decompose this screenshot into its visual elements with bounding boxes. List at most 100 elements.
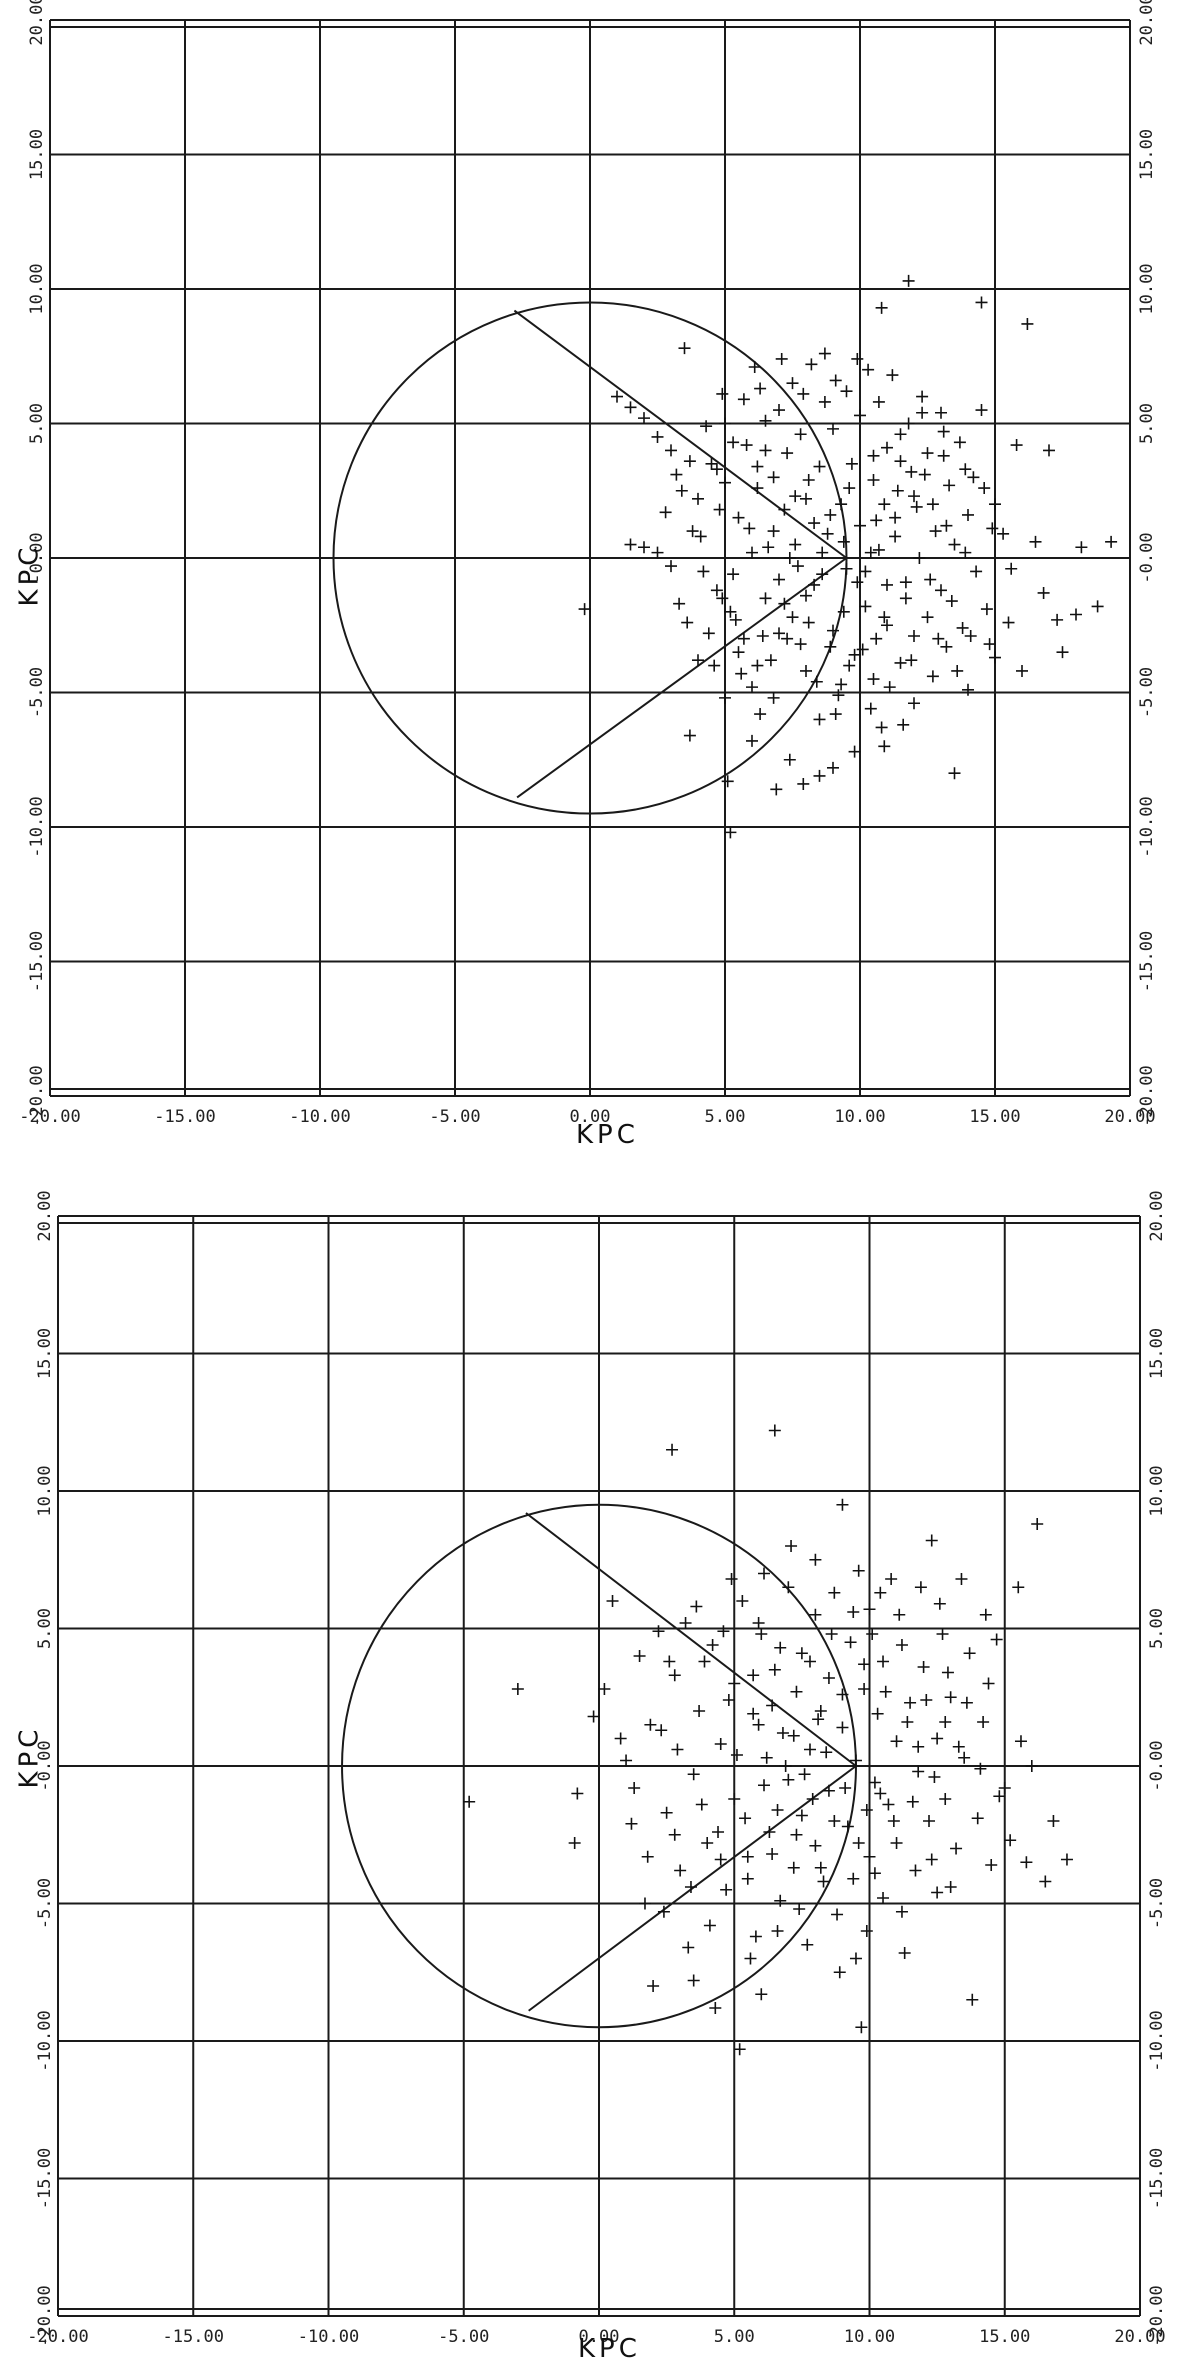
data-point [794, 428, 807, 441]
data-point [733, 2043, 746, 2056]
data-point [692, 654, 704, 667]
data-point [940, 519, 953, 532]
data-point [859, 600, 872, 613]
y-tick-label-right: 5.00 [1137, 403, 1157, 444]
data-point [809, 1608, 822, 1621]
data-point [1021, 317, 1034, 330]
data-point [902, 417, 915, 430]
data-point [700, 420, 713, 433]
data-point [783, 552, 796, 564]
data-point [832, 689, 845, 702]
data-point [908, 630, 920, 643]
data-point [818, 395, 831, 408]
data-point [933, 1597, 946, 1610]
data-point [962, 683, 974, 696]
data-point [790, 1685, 803, 1698]
data-point [786, 611, 799, 624]
data-point [684, 1881, 697, 1893]
data-point [1075, 541, 1088, 554]
data-point [801, 1938, 814, 1951]
data-point [877, 1655, 890, 1668]
data-point [725, 1573, 738, 1585]
data-point [944, 1881, 957, 1893]
data-point [829, 708, 842, 721]
x-tick-label: -15.00 [163, 2327, 224, 2347]
data-point [840, 562, 853, 575]
wedge-line [516, 557, 848, 799]
data-point [1010, 439, 1023, 452]
data-point [752, 1718, 765, 1731]
data-point [511, 1683, 524, 1695]
data-point [852, 1564, 865, 1577]
data-point [1047, 1815, 1060, 1827]
data-point [835, 498, 848, 511]
data-point [931, 1886, 944, 1899]
data-point [897, 718, 910, 731]
data-point [1014, 1735, 1027, 1748]
y-tick-label-left: -0.00 [35, 1740, 55, 1791]
data-point [668, 1828, 681, 1841]
data-point [967, 471, 980, 484]
y-tick-label-right: 20.00 [1147, 1190, 1167, 1241]
data-point [668, 1669, 681, 1682]
data-point [798, 1768, 811, 1781]
data-point [980, 603, 993, 616]
data-point [810, 675, 823, 688]
data-point [763, 1826, 776, 1838]
data-point [809, 1839, 822, 1852]
data-point [993, 1790, 1006, 1803]
data-point [932, 632, 945, 645]
data-point [848, 745, 861, 758]
data-point [737, 393, 750, 406]
y-tick-label-left: -5.00 [35, 1878, 55, 1929]
data-point [935, 406, 947, 419]
data-point [824, 640, 837, 653]
data-point [828, 1815, 841, 1827]
data-point [773, 627, 785, 640]
data-point [802, 616, 815, 629]
data-point [764, 654, 777, 667]
y-tick-label-right: -0.00 [1147, 1740, 1167, 1791]
data-point [663, 1655, 676, 1668]
data-point [739, 1812, 752, 1825]
data-point [767, 471, 780, 484]
data-point [1060, 1853, 1073, 1866]
y-tick-label-left: -0.00 [27, 532, 47, 583]
data-point [716, 592, 729, 605]
data-point [925, 1853, 938, 1866]
data-point [694, 530, 707, 543]
data-point [867, 473, 880, 486]
data-point [701, 1837, 714, 1849]
data-point [889, 511, 902, 524]
data-point [843, 482, 856, 495]
data-point [881, 619, 893, 632]
x-tick-label: -15.00 [154, 1107, 215, 1127]
wedge-line [525, 1512, 857, 1767]
data-point [644, 1718, 657, 1731]
y-tick-label-right: -15.00 [1147, 2148, 1167, 2209]
data-point [803, 1743, 816, 1756]
data-point [805, 358, 818, 371]
data-point [773, 404, 785, 417]
x-tick-label: 0.00 [579, 2327, 620, 2347]
data-point [787, 1861, 800, 1874]
data-point [879, 1685, 892, 1698]
data-point [770, 783, 783, 796]
data-point [614, 1732, 627, 1745]
data-point [928, 1771, 941, 1783]
data-point [1004, 1834, 1017, 1847]
y-tick-label-left: -5.00 [27, 667, 47, 718]
y-tick-label-left: -15.00 [35, 2148, 55, 2209]
y-tick-label-left: 10.00 [27, 263, 47, 314]
data-point [719, 476, 731, 489]
data-point [871, 1707, 884, 1720]
data-point [882, 1798, 895, 1811]
data-point [878, 498, 891, 511]
data-point [886, 369, 899, 382]
data-point [719, 691, 731, 704]
data-point [729, 613, 742, 626]
data-point [937, 449, 950, 462]
data-point [989, 498, 1001, 511]
data-point [868, 1776, 881, 1789]
x-tick-label: -10.00 [289, 1107, 350, 1127]
